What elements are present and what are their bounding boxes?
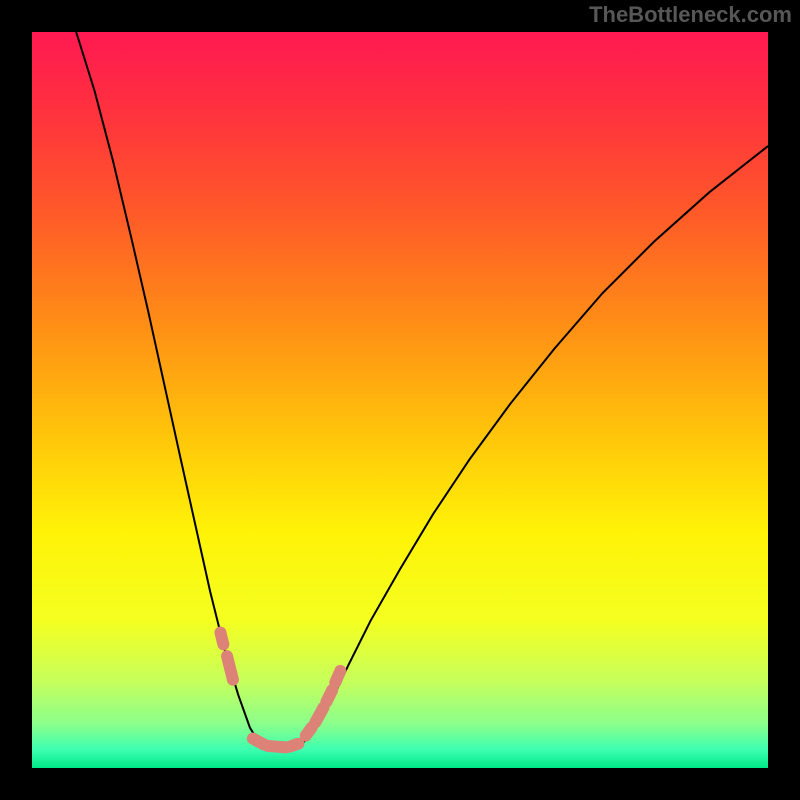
reference-markers <box>220 633 340 748</box>
bottleneck-curve <box>76 32 768 750</box>
marker-segment <box>335 671 340 683</box>
chart-frame: TheBottleneck.com <box>0 0 800 800</box>
marker-segment <box>227 656 233 680</box>
marker-segment <box>268 746 286 747</box>
marker-segment <box>290 744 299 747</box>
marker-segment <box>326 690 332 702</box>
marker-segment <box>220 633 223 645</box>
curve-overlay <box>32 32 768 768</box>
marker-segment <box>306 728 312 736</box>
watermark-text: TheBottleneck.com <box>589 2 792 28</box>
marker-segment <box>315 708 323 723</box>
plot-area <box>32 32 768 768</box>
